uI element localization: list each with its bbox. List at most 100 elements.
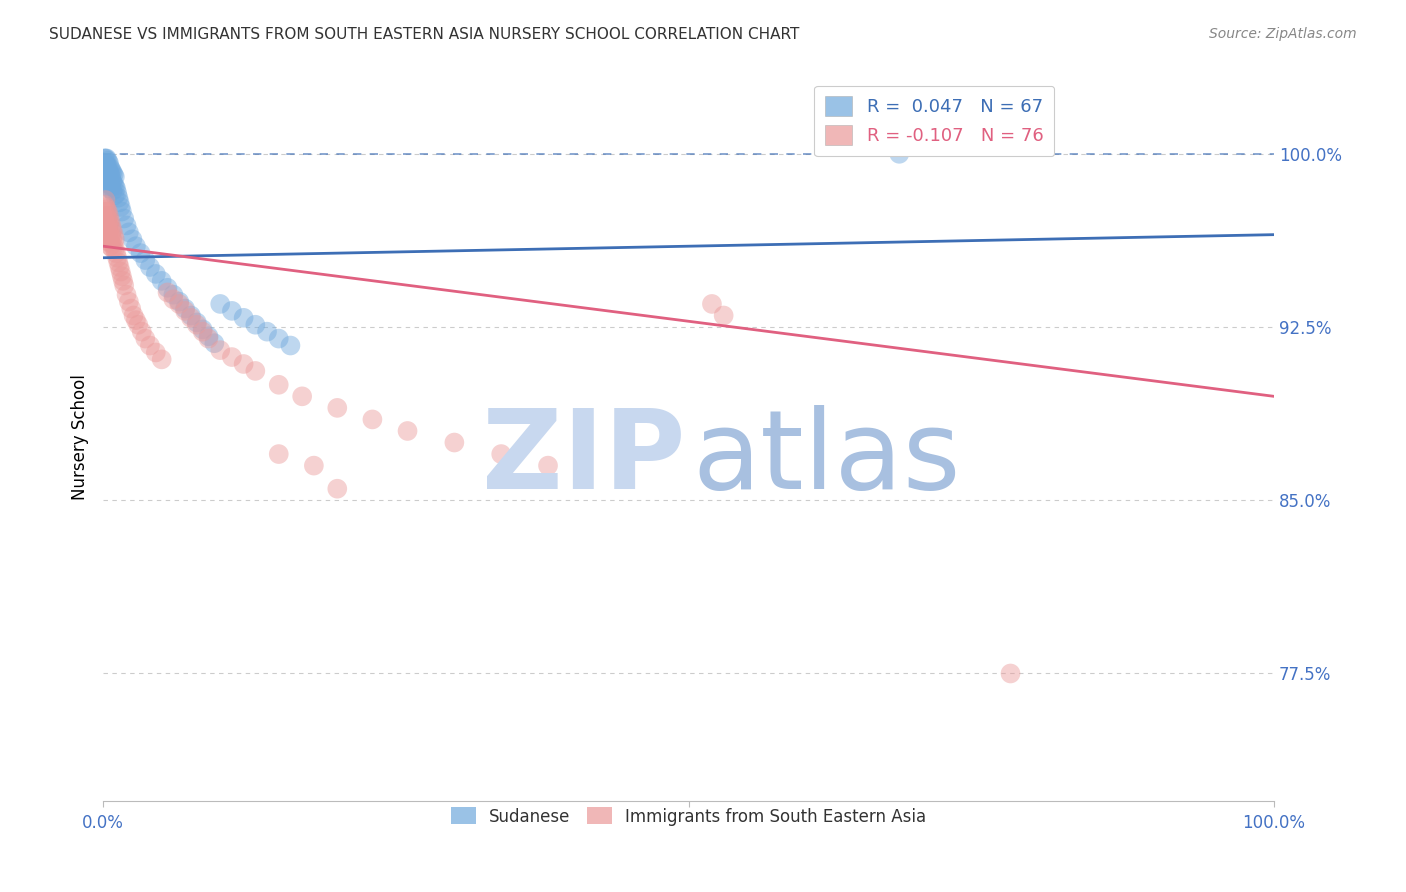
Point — [186, 318, 208, 332]
Point — [103, 168, 125, 182]
Point — [98, 168, 121, 182]
Point — [162, 293, 184, 307]
Point — [245, 318, 267, 332]
Point — [326, 401, 349, 415]
Point — [291, 389, 314, 403]
Point — [108, 195, 131, 210]
Point — [145, 345, 167, 359]
Point — [97, 163, 120, 178]
Legend: Sudanese, Immigrants from South Eastern Asia: Sudanese, Immigrants from South Eastern … — [444, 801, 934, 832]
Point — [97, 177, 120, 191]
Point — [105, 181, 128, 195]
Point — [96, 158, 118, 172]
Point — [122, 309, 145, 323]
Point — [110, 200, 132, 214]
Point — [97, 211, 120, 226]
Point — [100, 179, 122, 194]
Text: Source: ZipAtlas.com: Source: ZipAtlas.com — [1209, 27, 1357, 41]
Point — [97, 220, 120, 235]
Point — [115, 287, 138, 301]
Point — [174, 301, 197, 316]
Point — [98, 230, 121, 244]
Point — [245, 364, 267, 378]
Point — [94, 156, 117, 170]
Point — [96, 202, 118, 217]
Point — [98, 177, 121, 191]
Point — [94, 163, 117, 178]
Point — [713, 309, 735, 323]
Point — [98, 172, 121, 186]
Point — [221, 304, 243, 318]
Point — [93, 152, 115, 166]
Text: atlas: atlas — [692, 405, 960, 512]
Point — [150, 352, 173, 367]
Point — [98, 216, 121, 230]
Point — [191, 322, 214, 336]
Point — [180, 309, 202, 323]
Point — [139, 260, 162, 274]
Point — [1000, 666, 1022, 681]
Point — [101, 232, 124, 246]
Point — [98, 225, 121, 239]
Point — [98, 156, 121, 170]
Point — [443, 435, 465, 450]
Point — [280, 338, 302, 352]
Point — [221, 350, 243, 364]
Point — [105, 246, 128, 260]
Point — [100, 227, 122, 242]
Point — [120, 301, 142, 316]
Point — [97, 204, 120, 219]
Point — [361, 412, 384, 426]
Point — [156, 285, 179, 300]
Point — [98, 181, 121, 195]
Point — [101, 242, 124, 256]
Point — [93, 161, 115, 175]
Point — [104, 242, 127, 256]
Point — [267, 332, 290, 346]
Point — [100, 236, 122, 251]
Point — [94, 193, 117, 207]
Point — [197, 329, 219, 343]
Point — [103, 227, 125, 242]
Point — [209, 343, 232, 358]
Point — [191, 325, 214, 339]
Y-axis label: Nursery School: Nursery School — [72, 374, 89, 500]
Point — [396, 424, 419, 438]
Point — [98, 214, 121, 228]
Point — [93, 197, 115, 211]
Point — [131, 325, 153, 339]
Point — [97, 169, 120, 184]
Point — [111, 204, 134, 219]
Point — [302, 458, 325, 473]
Point — [107, 191, 129, 205]
Point — [107, 255, 129, 269]
Point — [96, 165, 118, 179]
Point — [101, 165, 124, 179]
Point — [232, 357, 254, 371]
Point — [174, 304, 197, 318]
Point — [94, 169, 117, 184]
Point — [108, 260, 131, 274]
Point — [93, 204, 115, 219]
Point — [94, 200, 117, 214]
Point — [489, 447, 512, 461]
Point — [96, 152, 118, 166]
Point — [156, 281, 179, 295]
Point — [104, 188, 127, 202]
Point — [112, 278, 135, 293]
Point — [118, 225, 141, 239]
Point — [103, 236, 125, 251]
Point — [167, 294, 190, 309]
Point — [267, 377, 290, 392]
Point — [94, 209, 117, 223]
Point — [162, 287, 184, 301]
Point — [118, 294, 141, 309]
Point — [150, 274, 173, 288]
Point — [256, 325, 278, 339]
Point — [121, 232, 143, 246]
Point — [202, 336, 225, 351]
Point — [98, 220, 121, 235]
Point — [167, 297, 190, 311]
Point — [96, 216, 118, 230]
Point — [98, 209, 121, 223]
